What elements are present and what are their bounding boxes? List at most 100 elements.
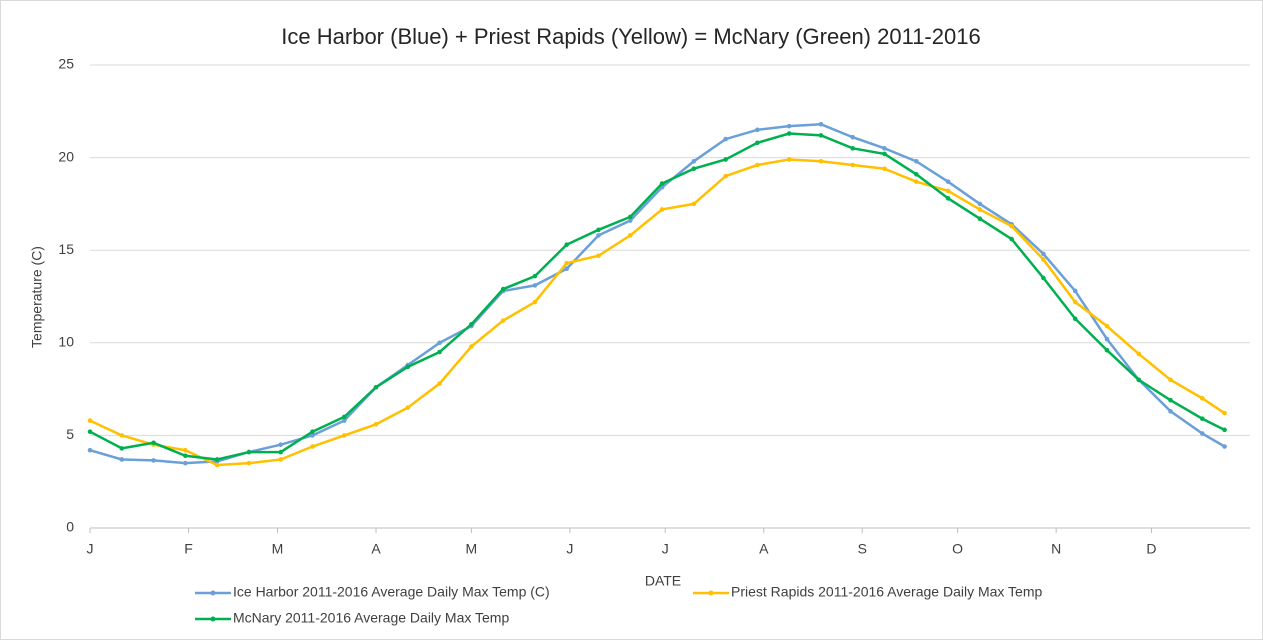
point <box>977 207 983 212</box>
point <box>945 196 951 201</box>
legend-label: Ice Harbor 2011-2016 Average Daily Max T… <box>233 584 550 600</box>
point <box>786 123 792 129</box>
point <box>755 140 760 146</box>
point <box>373 384 379 390</box>
x-tick-label: D <box>1146 541 1156 557</box>
point <box>437 340 442 346</box>
point <box>183 460 188 466</box>
point <box>341 418 347 423</box>
point <box>1200 396 1205 401</box>
point <box>1041 275 1046 281</box>
x-tick-label: O <box>952 541 963 557</box>
point <box>151 440 156 446</box>
point <box>310 429 315 434</box>
point <box>914 171 919 177</box>
point <box>659 181 665 186</box>
point <box>1222 444 1227 449</box>
x-tick-label: J <box>566 541 573 557</box>
point <box>278 449 283 455</box>
point <box>977 201 983 207</box>
point <box>405 364 411 370</box>
point <box>341 433 347 438</box>
point <box>405 405 411 410</box>
y-tick-label: 5 <box>66 426 74 442</box>
point <box>627 233 633 238</box>
point <box>1041 251 1046 257</box>
point <box>1136 351 1142 357</box>
point <box>818 159 824 164</box>
legend-marker <box>210 616 216 622</box>
legend-marker <box>210 590 216 596</box>
point <box>437 349 442 355</box>
point <box>1104 323 1110 329</box>
point <box>564 242 570 247</box>
x-tick-label: S <box>858 541 867 557</box>
point <box>691 159 697 164</box>
point <box>723 157 728 162</box>
point <box>596 233 601 238</box>
point <box>945 179 951 184</box>
point <box>119 457 125 462</box>
point <box>1168 397 1173 403</box>
x-tick-label: J <box>662 541 669 557</box>
point <box>532 299 538 305</box>
point <box>850 134 856 140</box>
point <box>1009 236 1014 242</box>
point <box>1222 427 1227 433</box>
point <box>977 216 983 222</box>
point <box>437 381 442 386</box>
legend-label: McNary 2011-2016 Average Daily Max Temp <box>233 610 509 626</box>
legend-label: Priest Rapids 2011-2016 Average Daily Ma… <box>731 584 1042 600</box>
point <box>183 447 188 453</box>
y-tick-label: 10 <box>58 334 74 350</box>
point <box>659 207 665 212</box>
x-axis-label: DATE <box>645 573 681 589</box>
point <box>87 429 93 434</box>
point <box>914 159 919 164</box>
point <box>850 146 856 151</box>
point <box>914 179 919 184</box>
point <box>945 188 951 194</box>
point <box>1104 347 1110 353</box>
x-tick-label: F <box>184 541 193 557</box>
point <box>1136 377 1142 383</box>
point <box>1041 257 1046 262</box>
point <box>310 444 315 449</box>
point <box>246 460 252 466</box>
point <box>87 447 93 453</box>
point <box>755 162 760 168</box>
x-tick-label: A <box>371 541 381 557</box>
point <box>500 318 506 323</box>
point <box>1200 431 1205 436</box>
point <box>786 157 792 162</box>
point <box>627 218 633 223</box>
x-tick-label: N <box>1051 541 1061 557</box>
point <box>183 453 188 459</box>
x-tick-label: M <box>466 541 478 557</box>
y-axis-label: Temperature (C) <box>29 246 45 348</box>
point <box>627 214 633 220</box>
point <box>882 146 887 151</box>
point <box>596 253 601 259</box>
point <box>500 286 506 292</box>
point <box>246 449 252 455</box>
point <box>596 227 601 233</box>
legend-marker <box>708 590 714 596</box>
chart-title: Ice Harbor (Blue) + Priest Rapids (Yello… <box>281 24 980 49</box>
point <box>310 433 315 438</box>
point <box>1072 299 1078 305</box>
point <box>469 344 474 349</box>
x-tick-label: J <box>87 541 94 557</box>
point <box>151 458 156 463</box>
point <box>818 121 824 127</box>
point <box>564 260 570 266</box>
point <box>1168 409 1173 414</box>
point <box>1009 223 1014 229</box>
point <box>850 162 856 168</box>
point <box>818 133 824 138</box>
point <box>1200 416 1205 422</box>
point <box>882 166 887 172</box>
point <box>1072 288 1078 294</box>
